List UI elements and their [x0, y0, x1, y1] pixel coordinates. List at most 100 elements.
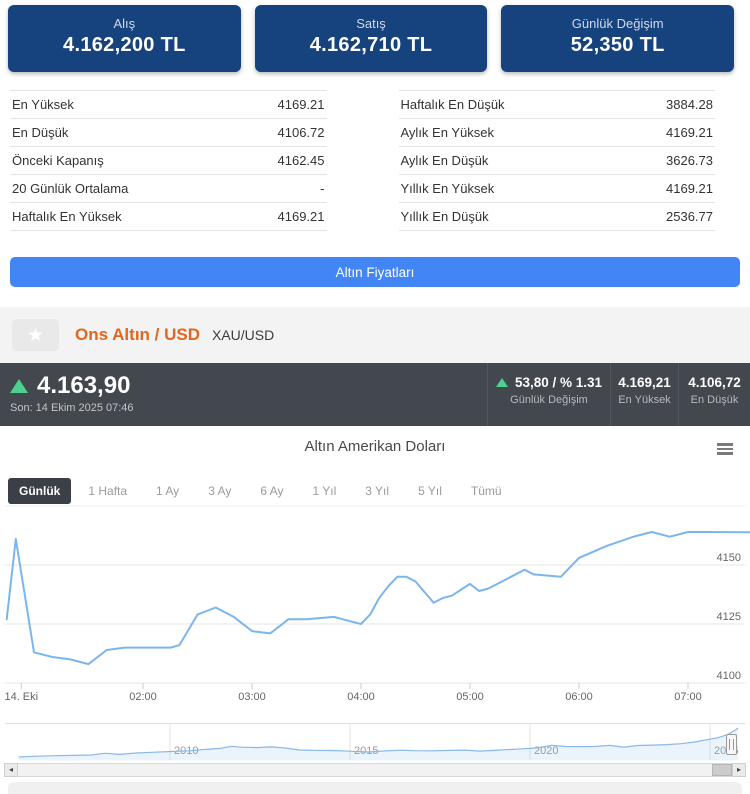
stat-row: Aylık En Yüksek 4169.21 — [398, 119, 715, 147]
stat-label: Aylık En Yüksek — [400, 125, 494, 140]
range-tab[interactable]: 3 Ay — [196, 479, 243, 503]
stat-value: 3626.73 — [666, 153, 713, 168]
stat-label: Haftalık En Yüksek — [12, 209, 122, 224]
stat-row: Yıllık En Düşük 2536.77 — [398, 203, 715, 231]
range-tab[interactable]: 5 Yıl — [406, 479, 454, 503]
svg-text:03:00: 03:00 — [238, 691, 266, 703]
stat-row: Haftalık En Düşük 3884.28 — [398, 91, 715, 119]
stat-value: - — [320, 181, 325, 196]
quote-cell-label: En Yüksek — [618, 394, 671, 406]
gold-prices-button[interactable]: Altın Fiyatları — [10, 257, 740, 287]
quote-cell-label: En Düşük — [690, 394, 739, 406]
scroll-right-button[interactable]: ▸ — [732, 763, 746, 777]
stat-value: 4162.45 — [277, 153, 325, 168]
svg-text:4125: 4125 — [717, 611, 741, 623]
svg-text:07:00: 07:00 — [674, 691, 702, 703]
instrument-header: ★ Ons Altın / USD XAU/USD — [0, 307, 750, 363]
svg-text:06:00: 06:00 — [565, 691, 593, 703]
stats-left-column: En Yüksek 4169.21 En Düşük 4106.72 Öncek… — [10, 90, 327, 231]
up-triangle-icon — [10, 379, 28, 393]
star-icon: ★ — [26, 324, 45, 346]
range-tab[interactable]: 1 Ay — [144, 479, 191, 503]
instrument-code: XAU/USD — [212, 327, 275, 343]
svg-text:05:00: 05:00 — [456, 691, 484, 703]
quote-price-block: 4.163,90 Son: 14 Ekim 2025 07:46 — [0, 363, 487, 426]
stat-label: Önceki Kapanış — [12, 153, 104, 168]
svg-text:02:00: 02:00 — [129, 691, 157, 703]
scroll-left-button[interactable]: ◂ — [4, 763, 18, 777]
quote-cells: 53,80 / % 1.31 Günlük Değişim 4.169,21 E… — [487, 363, 750, 426]
svg-text:4150: 4150 — [717, 552, 741, 564]
stats-tables: En Yüksek 4169.21 En Düşük 4106.72 Öncek… — [10, 90, 715, 231]
summary-box-label: Günlük Değişim — [571, 16, 664, 31]
next-section-top — [8, 782, 742, 794]
instrument-name: Ons Altın / USD — [75, 325, 200, 344]
summary-box-label: Satış — [356, 16, 386, 31]
summary-box: Alış 4.162,200 TL — [8, 5, 241, 72]
chart-scrollbar: ◂ ▸ — [4, 763, 746, 777]
svg-text:04:00: 04:00 — [347, 691, 375, 703]
scrollbar-thumb[interactable] — [712, 764, 732, 776]
scrollbar-track[interactable] — [18, 763, 732, 777]
stat-row: Haftalık En Yüksek 4169.21 — [10, 203, 327, 231]
range-tab[interactable]: 6 Ay — [248, 479, 295, 503]
summary-box: Satış 4.162,710 TL — [254, 5, 488, 72]
up-triangle-icon — [495, 378, 508, 387]
stat-value: 3884.28 — [666, 97, 713, 112]
range-tab[interactable]: 1 Hafta — [76, 479, 139, 503]
range-selector: Günlük 1 Hafta 1 Ay 3 Ay 6 Ay 1 Yıl 3 Yıl 5 Yıl… — [8, 478, 519, 504]
last-price: 4.163,90 — [37, 372, 131, 399]
quote-bar: 4.163,90 Son: 14 Ekim 2025 07:46 53,80 /… — [0, 363, 750, 426]
svg-text:2015: 2015 — [354, 745, 378, 757]
range-tab[interactable]: 3 Yıl — [353, 479, 401, 503]
summary-box-value: 4.162,710 TL — [309, 34, 433, 56]
range-tab[interactable]: Günlük — [8, 478, 72, 504]
stat-label: 20 Günlük Ortalama — [12, 181, 129, 196]
stat-label: Aylık En Düşük — [400, 153, 489, 168]
stat-row: Önceki Kapanış 4162.45 — [10, 147, 327, 175]
summary-boxes: Alış 4.162,200 TL Satış 4.162,710 TL Gün… — [8, 5, 735, 72]
quote-cell: 53,80 / % 1.31 Günlük Değişim — [487, 363, 610, 426]
stat-row: Yıllık En Yüksek 4169.21 — [398, 175, 715, 203]
chart-menu-icon[interactable] — [717, 443, 733, 457]
chart-card: Altın Amerikan Doları Günlük 1 Hafta 1 Ay 3… — [0, 426, 750, 794]
quote-cell-label: Günlük Değişim — [510, 394, 588, 406]
stat-value: 4169.21 — [277, 209, 325, 224]
summary-box-label: Alış — [113, 16, 136, 31]
summary-box-value: 52,350 TL — [570, 34, 665, 56]
stat-value: 4169.21 — [277, 97, 325, 112]
chart-title: Altın Amerikan Doları — [304, 438, 446, 455]
range-tab[interactable]: 1 Yıl — [300, 479, 348, 503]
stat-label: Yıllık En Düşük — [400, 209, 489, 224]
navigator-chart: 2010201520202025 — [5, 723, 745, 761]
quote-cell-value: 4.169,21 — [618, 375, 671, 390]
stat-row: Aylık En Düşük 3626.73 — [398, 147, 715, 175]
quote-cell: 4.169,21 En Yüksek — [610, 363, 678, 426]
svg-text:2020: 2020 — [534, 745, 558, 757]
svg-text:4100: 4100 — [717, 670, 741, 682]
last-update: Son: 14 Ekim 2025 07:46 — [10, 402, 134, 414]
stat-row: 20 Günlük Ortalama - — [10, 175, 327, 203]
svg-text:14. Eki: 14. Eki — [4, 691, 38, 703]
chart-navigator[interactable]: 2010201520202025 — [0, 723, 750, 762]
stat-label: En Yüksek — [12, 97, 74, 112]
stats-right-column: Haftalık En Düşük 3884.28 Aylık En Yükse… — [398, 90, 715, 231]
stat-value: 4169.21 — [666, 125, 713, 140]
favorite-button[interactable]: ★ — [12, 319, 59, 351]
stat-value: 4106.72 — [277, 125, 325, 140]
quote-cell-value: 53,80 / % 1.31 — [514, 375, 603, 390]
summary-box: Günlük Değişim 52,350 TL — [501, 5, 735, 72]
stat-value: 2536.77 — [666, 209, 713, 224]
quote-cell-value: 4.106,72 — [688, 375, 741, 390]
stat-label: Haftalık En Düşük — [400, 97, 505, 112]
stat-label: Yıllık En Yüksek — [400, 181, 495, 196]
navigator-handle[interactable] — [726, 734, 737, 755]
range-tab[interactable]: Tümü — [459, 479, 514, 503]
stat-row: En Yüksek 4169.21 — [10, 91, 327, 119]
stat-value: 4169.21 — [666, 181, 713, 196]
stat-label: En Düşük — [12, 125, 69, 140]
main-chart[interactable]: 4100 4125 4150 14. Eki 02:00 03:00 04:00 05:00 0… — [0, 503, 750, 705]
summary-box-value: 4.162,200 TL — [63, 34, 186, 56]
stat-row: En Düşük 4106.72 — [10, 119, 327, 147]
quote-cell: 4.106,72 En Düşük — [678, 363, 750, 426]
